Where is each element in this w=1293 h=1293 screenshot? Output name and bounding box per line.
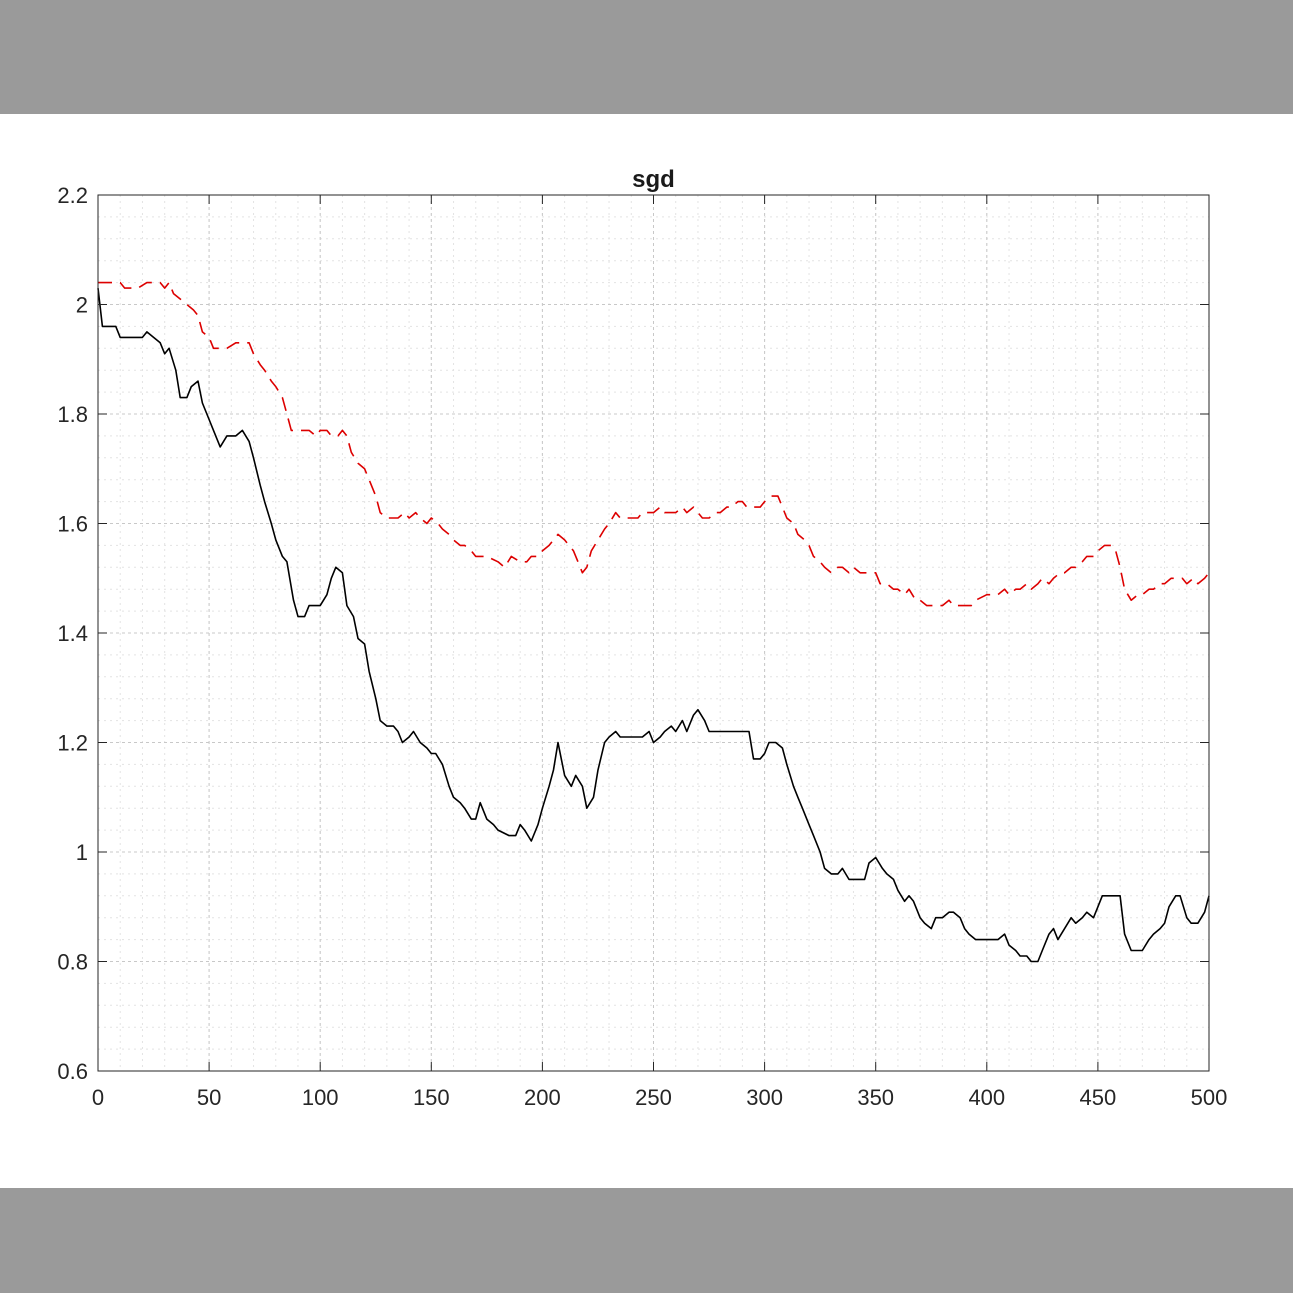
y-tick-labels: 0.6 0.8 1 1.2 1.4 1.6 1.8 2 2.2 — [57, 183, 88, 1084]
series-line-1 — [97, 288, 1210, 963]
y-tick-label: 1 — [76, 840, 88, 865]
x-tick-label: 300 — [746, 1085, 783, 1110]
x-tick-label: 250 — [635, 1085, 672, 1110]
series-line-2 — [98, 281, 1210, 607]
line-chart: 0 50 100 150 200 250 300 350 400 450 500 0.6 0.8 1 1.… — [57, 166, 1227, 1110]
x-tick-label: 450 — [1080, 1085, 1117, 1110]
x-tick-label: 400 — [968, 1085, 1005, 1110]
x-tick-label: 350 — [857, 1085, 894, 1110]
x-tick-label: 500 — [1191, 1085, 1228, 1110]
y-tick-label: 1.4 — [57, 621, 88, 646]
x-tick-label: 150 — [413, 1085, 450, 1110]
y-tick-label: 0.6 — [57, 1059, 88, 1084]
y-tick-label: 0.8 — [57, 950, 88, 975]
x-tick-label: 50 — [197, 1085, 221, 1110]
x-tick-labels: 0 50 100 150 200 250 300 350 400 450 500 — [92, 1085, 1227, 1110]
y-tick-label: 1.6 — [57, 512, 88, 537]
series-layer — [97, 281, 1210, 963]
y-tick-label: 2 — [76, 293, 88, 318]
y-tick-label: 1.8 — [57, 402, 88, 427]
tick-marks — [97, 194, 1210, 1072]
x-tick-label: 100 — [302, 1085, 339, 1110]
figure-canvas: 0 50 100 150 200 250 300 350 400 450 500 0.6 0.8 1 1.… — [0, 114, 1293, 1188]
y-tick-label: 2.2 — [57, 183, 88, 208]
chart-title: sgd — [632, 166, 675, 193]
x-tick-label: 200 — [524, 1085, 561, 1110]
y-tick-label: 1.2 — [57, 731, 88, 756]
x-tick-label: 0 — [92, 1085, 104, 1110]
